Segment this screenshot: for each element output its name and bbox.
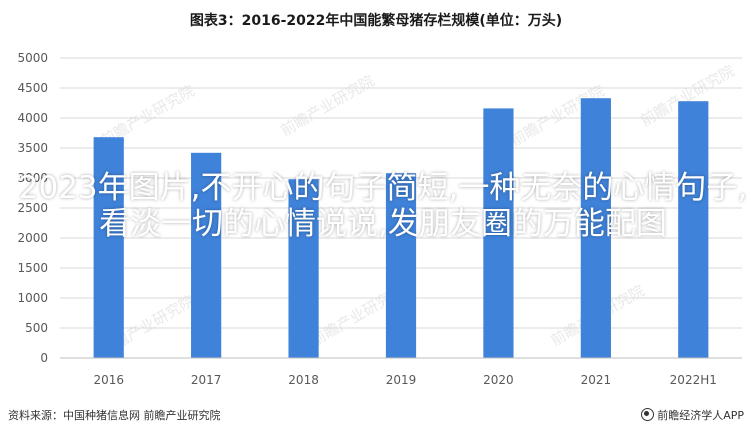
bar [288,179,319,358]
y-tick-label: 4500 [17,81,48,95]
y-tick-label: 1000 [17,291,48,305]
x-tick-label: 2020 [483,373,514,387]
x-tick-label: 2017 [191,373,222,387]
y-tick-label: 0 [40,351,48,365]
bar [191,152,222,358]
bar [580,98,611,358]
source-note: 资料来源：中国种猪信息网 前瞻产业研究院 [8,409,221,422]
chart-title: 图表3：2016-2022年中国能繁母猪存栏规模(单位：万头) [189,13,563,29]
y-tick-label: 3500 [17,141,48,155]
brand-label: 前瞻经济学人APP [657,409,744,422]
x-tick-label: 2019 [386,373,417,387]
x-tick-label: 2018 [288,373,319,387]
y-tick-label: 5000 [17,51,48,65]
bar [385,173,417,358]
y-tick-label: 2000 [17,231,48,245]
bar [483,108,514,359]
brand-credit: 前瞻经济学人APP [641,407,744,423]
x-tick-label: 2021 [581,373,612,387]
bar [678,101,709,358]
y-tick-label: 1500 [17,261,48,275]
y-tick-label: 2500 [17,201,48,215]
y-tick-label: 3000 [17,171,48,185]
watermark-text: 前瞻产业研究院 [278,72,378,140]
brand-logo-icon [641,408,655,421]
x-tick-label: 2016 [93,373,124,387]
bar [93,137,124,358]
y-tick-label: 4000 [17,111,48,125]
x-tick-label: 2022H1 [670,373,717,387]
y-tick-label: 500 [25,321,48,335]
